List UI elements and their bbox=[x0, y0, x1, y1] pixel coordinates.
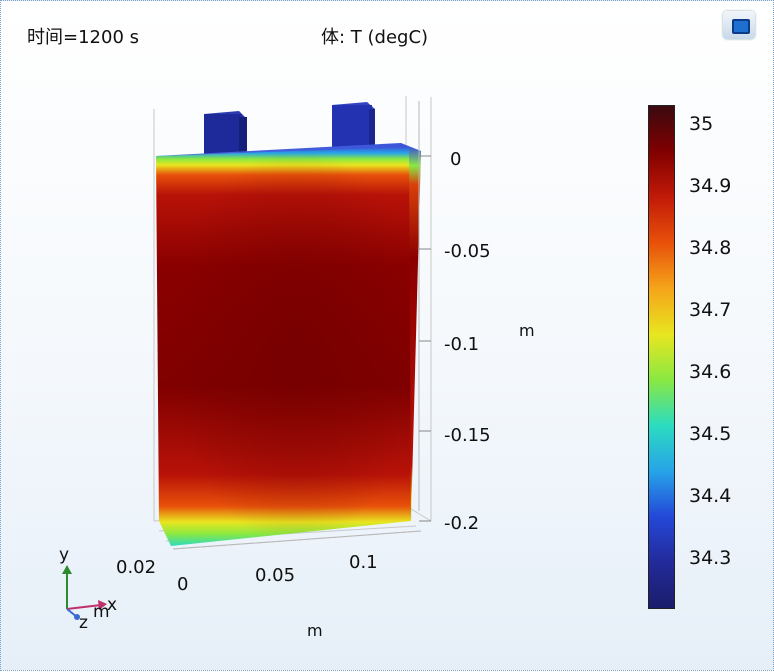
plot-title: 体: T (degC) bbox=[321, 27, 429, 48]
colorbar-tick-label: 34.5 bbox=[689, 423, 732, 445]
colorbar-tick-label: 34.8 bbox=[689, 237, 732, 259]
z-tick-label: -0.05 bbox=[444, 241, 491, 262]
z-tick-label: -0.2 bbox=[444, 513, 480, 534]
y-tick-label: 0.02 bbox=[116, 557, 157, 578]
triad-y-label: y bbox=[59, 545, 70, 565]
x-tick-label: 0.05 bbox=[255, 565, 296, 586]
x-axis-unit: m bbox=[307, 621, 323, 640]
colorbar bbox=[648, 105, 675, 609]
axis-triad bbox=[62, 565, 107, 620]
z-tick-label: 0 bbox=[450, 149, 462, 170]
z-tick-label: -0.1 bbox=[444, 334, 480, 355]
colorbar-tick-label: 34.9 bbox=[689, 175, 732, 197]
time-label: 时间=1200 s bbox=[27, 27, 139, 48]
triad-x-label: x bbox=[107, 595, 118, 615]
colorbar-tick-label: 34.6 bbox=[689, 361, 732, 383]
colorbar-tick-label: 34.3 bbox=[689, 547, 732, 569]
x-tick-label: 0.1 bbox=[349, 552, 378, 573]
app-logo-icon bbox=[723, 11, 755, 39]
triad-m-label: m bbox=[93, 602, 110, 622]
colorbar-tick-label: 34.4 bbox=[689, 485, 732, 507]
z-tick-label: -0.15 bbox=[444, 425, 491, 446]
battery-body bbox=[156, 143, 421, 546]
triad-z-label: z bbox=[79, 613, 88, 633]
x-tick-label: 0 bbox=[177, 574, 189, 595]
colorbar-tick-label: 35 bbox=[689, 113, 714, 135]
z-axis-unit: m bbox=[519, 321, 535, 340]
colorbar-tick-label: 34.7 bbox=[689, 299, 732, 321]
